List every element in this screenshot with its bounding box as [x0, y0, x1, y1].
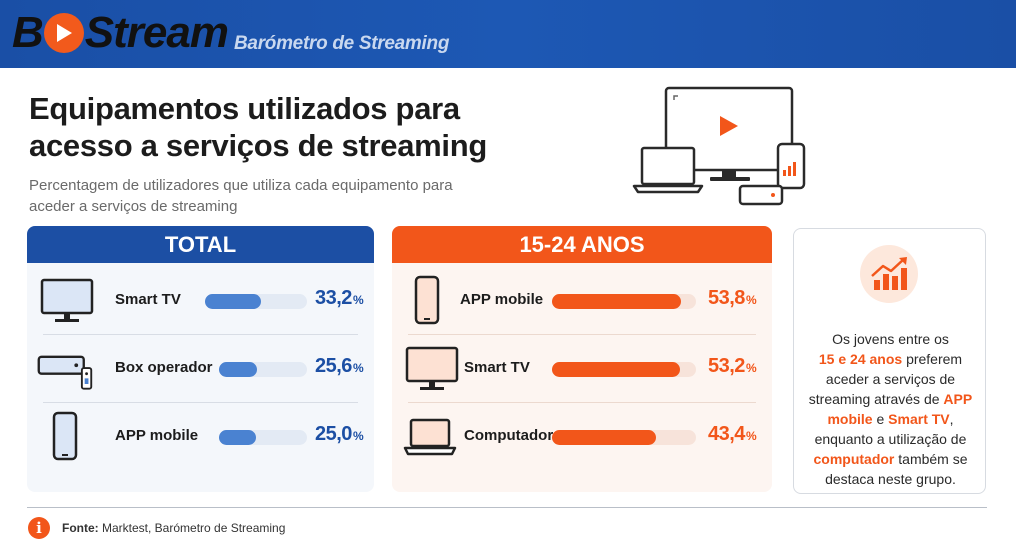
bar-track [552, 362, 696, 377]
bar-row: Computador 43,4% [392, 402, 772, 472]
bar [219, 430, 256, 445]
source-note: Fonte: Marktest, Barómetro de Streaming [62, 521, 286, 535]
bar-track [205, 294, 307, 309]
logo-wordmark: Stream [84, 8, 229, 57]
bar [552, 294, 682, 309]
bar-row: APP mobile 25,0% [27, 402, 374, 472]
laptop-icon [400, 410, 460, 464]
insight-card: Os jovens entre os 15 e 24 anos preferem… [793, 228, 986, 494]
header-bar: B Stream Barómetro de Streaming [0, 0, 1016, 68]
divider [408, 334, 756, 335]
footer-divider [27, 507, 987, 508]
category-label: Smart TV [464, 359, 530, 376]
tv-icon [402, 342, 462, 396]
bar [205, 294, 262, 309]
set-top-box-icon [35, 342, 95, 396]
insight-text: Os jovens entre os 15 e 24 anos preferem… [808, 331, 973, 487]
smartphone-icon [397, 274, 457, 328]
devices-illustration [630, 82, 810, 212]
young-panel: 15-24 ANOS APP mobile 53,8% Smart TV 53,… [392, 226, 772, 492]
info-icon: i [28, 517, 50, 539]
bar-row: Smart TV 53,2% [392, 334, 772, 404]
growth-chart-icon [860, 245, 918, 303]
tv-icon [37, 274, 97, 328]
bar-track [552, 294, 696, 309]
page-title: Equipamentos utilizados para acesso a se… [29, 91, 487, 163]
data-label: 25,0% [315, 423, 364, 445]
logo-letter-b: B [12, 8, 44, 57]
bar [552, 362, 680, 377]
data-label: 25,6% [315, 355, 364, 377]
category-label: Smart TV [115, 291, 181, 308]
bstream-logo[interactable]: B Stream [12, 4, 229, 62]
bar-row: APP mobile 53,8% [392, 266, 772, 336]
bar-track [219, 430, 307, 445]
total-panel: TOTAL Smart TV 33,2% Box operador [27, 226, 374, 492]
data-label: 53,2% [708, 355, 757, 377]
panel-title: TOTAL [27, 226, 374, 263]
divider [43, 334, 358, 335]
bar-track [552, 430, 696, 445]
divider [43, 402, 358, 403]
bar-track [219, 362, 307, 377]
bar-row: Smart TV 33,2% [27, 266, 374, 336]
play-icon [43, 13, 84, 53]
bar [219, 362, 257, 377]
bar-row: Box operador 25,6% [27, 334, 374, 404]
smartphone-icon [35, 410, 95, 464]
data-label: 33,2% [315, 287, 364, 309]
category-label: Box operador [115, 359, 213, 376]
category-label: APP mobile [460, 291, 544, 308]
bar [552, 430, 657, 445]
category-label: APP mobile [115, 427, 199, 444]
panel-title: 15-24 ANOS [392, 226, 772, 263]
tagline: Barómetro de Streaming [234, 33, 450, 54]
category-label: Computador [464, 427, 554, 444]
divider [408, 402, 756, 403]
page-subtitle: Percentagem de utilizadores que utiliza … [29, 177, 453, 215]
data-label: 43,4% [708, 423, 757, 445]
data-label: 53,8% [708, 287, 757, 309]
